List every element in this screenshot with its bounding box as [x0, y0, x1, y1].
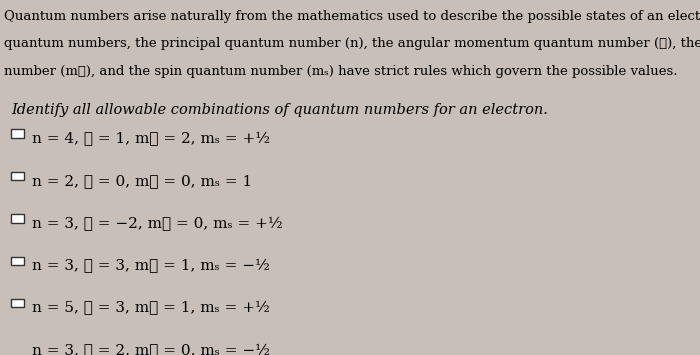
- Text: quantum numbers, the principal quantum number (n), the angular momentum quantum : quantum numbers, the principal quantum n…: [4, 38, 700, 50]
- FancyBboxPatch shape: [11, 214, 24, 223]
- Text: Quantum numbers arise naturally from the mathematics used to describe the possib: Quantum numbers arise naturally from the…: [4, 10, 700, 23]
- Text: n = 3, ℓ = −2, mℓ = 0, mₛ = +½: n = 3, ℓ = −2, mℓ = 0, mₛ = +½: [32, 217, 283, 231]
- Text: number (mℓ), and the spin quantum number (mₛ) have strict rules which govern the: number (mℓ), and the spin quantum number…: [4, 65, 678, 78]
- Text: n = 3, ℓ = 2, mℓ = 0, mₛ = −½: n = 3, ℓ = 2, mℓ = 0, mₛ = −½: [32, 344, 270, 355]
- FancyBboxPatch shape: [11, 172, 24, 180]
- Text: n = 5, ℓ = 3, mℓ = 1, mₛ = +½: n = 5, ℓ = 3, mℓ = 1, mₛ = +½: [32, 301, 270, 316]
- Text: Identify all allowable combinations of quantum numbers for an electron.: Identify all allowable combinations of q…: [11, 103, 548, 117]
- FancyBboxPatch shape: [11, 341, 24, 350]
- FancyBboxPatch shape: [11, 257, 24, 265]
- FancyBboxPatch shape: [11, 130, 24, 138]
- FancyBboxPatch shape: [11, 299, 24, 307]
- Text: n = 4, ℓ = 1, mℓ = 2, mₛ = +½: n = 4, ℓ = 1, mℓ = 2, mₛ = +½: [32, 132, 270, 146]
- Text: n = 3, ℓ = 3, mℓ = 1, mₛ = −½: n = 3, ℓ = 3, mℓ = 1, mₛ = −½: [32, 259, 270, 273]
- Text: n = 2, ℓ = 0, mℓ = 0, mₛ = 1: n = 2, ℓ = 0, mℓ = 0, mₛ = 1: [32, 174, 252, 189]
